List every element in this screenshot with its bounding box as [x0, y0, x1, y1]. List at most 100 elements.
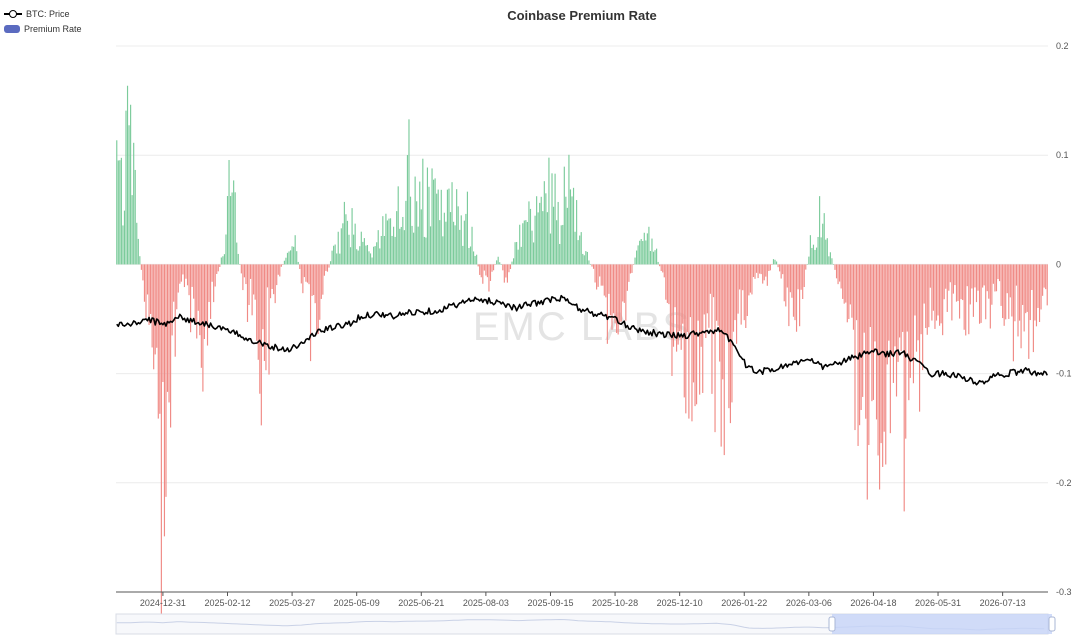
premium-bar: [445, 221, 447, 265]
legend-item-btc-price[interactable]: BTC: Price: [4, 6, 82, 21]
premium-bar: [626, 264, 628, 291]
x-tick-label: 2025-12-10: [657, 598, 703, 608]
premium-bar: [472, 251, 475, 265]
premium-bar: [486, 264, 488, 278]
premium-bar: [589, 264, 592, 265]
premium-bar: [965, 264, 967, 336]
premium-bar: [377, 230, 379, 265]
premium-bar: [245, 264, 247, 285]
premium-bar: [439, 220, 441, 265]
premium-bar: [459, 229, 461, 265]
premium-bar: [506, 264, 508, 283]
premium-bar: [116, 140, 118, 265]
premium-bar: [511, 261, 513, 265]
premium-bar: [745, 264, 747, 328]
premium-bar: [834, 264, 836, 270]
premium-bar: [699, 264, 701, 395]
premium-bar: [517, 249, 519, 265]
premium-bar: [866, 264, 868, 500]
x-tick-label: 2026-04-18: [850, 598, 896, 608]
premium-bar: [228, 160, 230, 265]
premium-bar: [588, 260, 590, 265]
slider-selected-range: [832, 614, 1052, 634]
premium-bar: [569, 189, 572, 265]
premium-bar: [177, 264, 179, 293]
premium-bar: [243, 264, 245, 278]
premium-bar: [397, 186, 399, 265]
premium-bar: [760, 264, 762, 275]
premium-bar: [597, 264, 599, 287]
premium-bar: [994, 264, 996, 292]
premium-bar: [971, 264, 973, 289]
premium-bar: [820, 237, 822, 265]
premium-bar: [897, 264, 899, 362]
premium-bar: [899, 264, 901, 338]
premium-bar: [353, 234, 355, 265]
premium-bar: [903, 264, 905, 512]
premium-bar: [839, 264, 841, 282]
legend-item-premium-rate[interactable]: Premium Rate: [4, 21, 82, 36]
premium-bar: [828, 256, 830, 265]
premium-bar: [348, 234, 350, 265]
premium-bar: [946, 264, 948, 312]
premium-bar: [322, 264, 324, 295]
premium-bar: [628, 264, 630, 282]
premium-bar: [302, 264, 304, 294]
premium-bar: [208, 264, 210, 302]
x-tick-label: 2025-03-27: [269, 598, 315, 608]
premium-bar: [383, 235, 385, 265]
premium-bar: [928, 264, 930, 328]
premium-bar: [1032, 264, 1034, 353]
premium-bar: [205, 264, 207, 321]
premium-rate-bars: [116, 85, 1048, 616]
premium-bar: [248, 264, 250, 306]
premium-bar: [346, 220, 349, 265]
premium-bar: [1035, 264, 1038, 327]
premium-bar: [706, 264, 708, 314]
premium-bar: [263, 264, 265, 361]
premium-bar: [440, 189, 442, 265]
premium-bar: [625, 264, 627, 321]
premium-bar: [723, 264, 725, 456]
premium-bar: [170, 264, 172, 428]
premium-bar: [572, 187, 575, 265]
premium-bar: [379, 248, 381, 265]
premium-bar: [453, 221, 455, 265]
slider-handle-right[interactable]: [1048, 616, 1056, 632]
premium-bar: [656, 248, 658, 265]
premium-bar: [606, 264, 608, 344]
data-zoom-slider[interactable]: [115, 613, 1056, 635]
premium-bar: [712, 264, 715, 298]
premium-bar: [171, 264, 173, 336]
premium-bar: [637, 245, 639, 265]
premium-bar: [400, 226, 402, 265]
premium-bar: [729, 264, 731, 424]
premium-bar: [532, 242, 535, 265]
premium-bar: [855, 264, 858, 321]
premium-bar: [223, 254, 226, 265]
premium-bar: [382, 216, 384, 265]
premium-bar: [323, 264, 325, 276]
slider-handle-left[interactable]: [828, 616, 836, 632]
premium-bar: [772, 259, 775, 265]
premium-bar: [125, 110, 127, 265]
premium-bar: [620, 264, 622, 322]
premium-bar: [514, 242, 516, 265]
premium-bar: [369, 253, 372, 265]
premium-bar: [174, 264, 176, 357]
premium-bar: [325, 264, 327, 271]
premium-bar: [539, 202, 541, 265]
premium-bar: [416, 201, 418, 265]
premium-bar: [988, 264, 990, 299]
premium-bar: [1008, 264, 1010, 319]
premium-bar: [380, 235, 382, 265]
premium-bar: [333, 245, 335, 265]
premium-bar: [719, 264, 721, 362]
x-tick-label: 2025-02-12: [204, 598, 250, 608]
premium-bar: [769, 264, 771, 271]
premium-bar: [905, 264, 907, 439]
premium-bar: [329, 261, 332, 265]
premium-bar: [831, 258, 833, 265]
premium-bar: [1005, 264, 1007, 320]
premium-bar: [431, 168, 433, 265]
